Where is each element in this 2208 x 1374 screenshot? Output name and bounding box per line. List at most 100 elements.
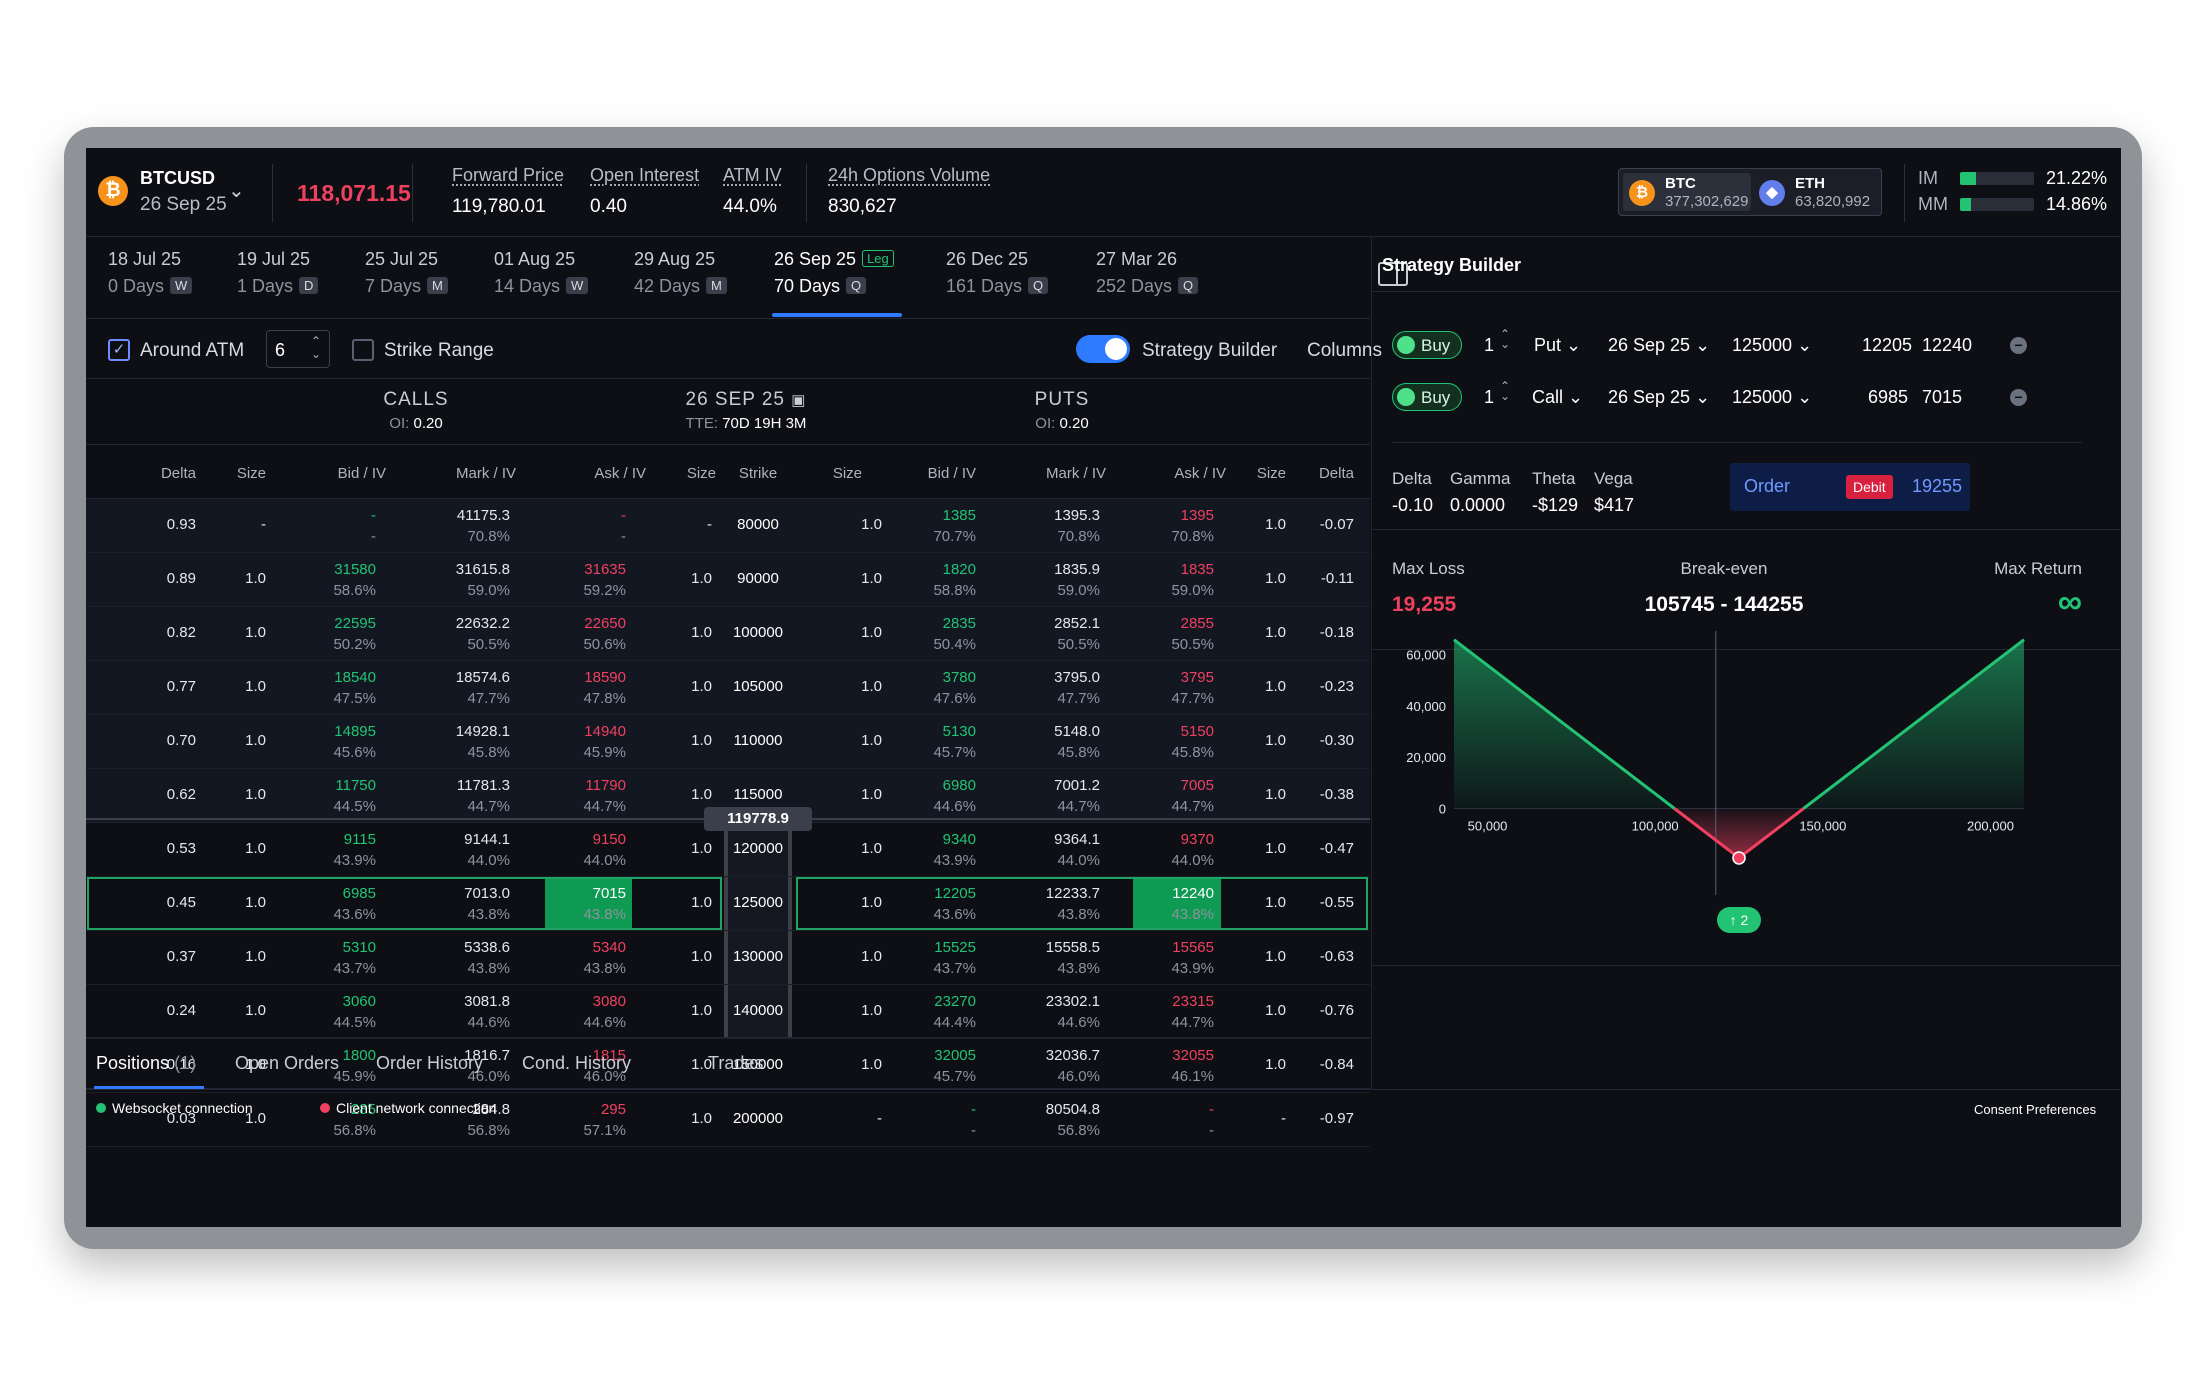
col-put-mark[interactable]: Mark / IV (1045, 465, 1106, 482)
leg-strike-select[interactable]: 125000 ⌄ (1732, 335, 1813, 355)
col-strike[interactable]: Strike (738, 465, 778, 482)
table-row[interactable]: 0.70 1.0 14895 45.6% 14928.1 45.8% 14940 45.9% 1… (86, 715, 1370, 769)
col-call-bid-size[interactable]: Size (236, 465, 266, 482)
tab-order-history[interactable]: Order History (376, 1053, 484, 1073)
tab-cond-history[interactable]: Cond. History (522, 1053, 632, 1073)
table-row[interactable]: 0.89 1.0 31580 58.6% 31615.8 59.0% 31635 59.2% 1… (86, 553, 1370, 607)
calendar-icon[interactable]: ▣ (791, 392, 807, 409)
cell-p-bid[interactable]: 1385 70.7% (886, 505, 976, 547)
cell-c-bid[interactable]: 5310 43.7% (286, 937, 376, 979)
table-row[interactable]: 0.37 1.0 5310 43.7% 5338.6 43.8% 5340 43.8% 1.0 1… (86, 931, 1370, 985)
cell-c-bid[interactable]: 3060 44.5% (286, 991, 376, 1033)
cell-c-ask[interactable]: 1815 46.0% (546, 1045, 626, 1087)
expiry-tab[interactable]: 27 Mar 26 252 Days Q (1096, 249, 1199, 297)
remove-leg-icon[interactable]: − (2010, 337, 2027, 354)
qty-stepper-icon[interactable]: ⌃ ⌄ (1500, 327, 1511, 351)
cell-c-bid[interactable]: 31580 58.6% (286, 559, 376, 601)
cell-p-ask[interactable]: 1835 59.0% (1126, 559, 1214, 601)
expiry-tab[interactable]: 29 Aug 25 42 Days M (634, 249, 727, 297)
cell-c-bid[interactable]: 18540 47.5% (286, 667, 376, 709)
col-call-ask-size[interactable]: Size (686, 465, 716, 482)
cell-c-ask[interactable]: 11790 44.7% (546, 775, 626, 817)
tab-open-orders[interactable]: Open Orders (235, 1053, 340, 1073)
cell-c-bid[interactable]: 9115 43.9% (286, 829, 376, 871)
cell-c-ask[interactable]: 14940 45.9% (546, 721, 626, 763)
cell-p-bid[interactable]: 9340 43.9% (886, 829, 976, 871)
cell-c-ask[interactable]: 295 57.1% (546, 1099, 626, 1141)
cell-p-ask[interactable]: 3795 47.7% (1126, 667, 1214, 709)
table-row[interactable]: 0.24 1.0 3060 44.5% 3081.8 44.6% 3080 44.6% 1.0 1… (86, 985, 1370, 1039)
atm-count-stepper[interactable]: 6 ⌃ ⌄ (266, 330, 330, 368)
buy-toggle[interactable]: Buy (1392, 331, 1462, 359)
consent-preferences-link[interactable]: Consent Preferences (1974, 1102, 2097, 1117)
expiry-tab[interactable]: 25 Jul 25 7 Days M (365, 249, 448, 297)
tab-trades[interactable]: Trades (708, 1053, 764, 1073)
cell-p-ask[interactable]: 5150 45.8% (1126, 721, 1214, 763)
cell-p-bid[interactable]: 15525 43.7% (886, 937, 976, 979)
leg-strike-select[interactable]: 125000 ⌄ (1732, 387, 1813, 407)
cell-c-bid[interactable]: 22595 50.2% (286, 613, 376, 655)
col-call-mark[interactable]: Mark / IV (455, 465, 516, 482)
cell-p-bid[interactable]: 5130 45.7% (886, 721, 976, 763)
table-row[interactable]: 0.82 1.0 22595 50.2% 22632.2 50.5% 22650 50.6% 1… (86, 607, 1370, 661)
cell-p-bid[interactable]: 3780 47.6% (886, 667, 976, 709)
cell-p-ask[interactable]: 15565 43.9% (1126, 937, 1214, 979)
leg-expiry-select[interactable]: 26 Sep 25 ⌄ (1608, 335, 1711, 355)
cell-c-bid[interactable]: 14895 45.6% (286, 721, 376, 763)
col-put-ask[interactable]: Ask / IV (1174, 465, 1226, 482)
cell-c-bid[interactable]: 1800 45.9% (286, 1045, 376, 1087)
symbol-name[interactable]: BTCUSD (140, 168, 215, 188)
cell-c-ask[interactable]: 3080 44.6% (546, 991, 626, 1033)
stepper-arrows-icon[interactable]: ⌃ ⌄ (310, 334, 321, 361)
cell-p-bid[interactable]: 2835 50.4% (886, 613, 976, 655)
strategy-builder-toggle[interactable] (1076, 335, 1130, 363)
around-atm-checkbox[interactable]: ✓ (108, 339, 130, 361)
cell-c-ask[interactable]: -- (546, 505, 626, 547)
table-row[interactable]: 0.16 1.0 1800 45.9% 1816.7 46.0% 1815 46.0% 1.0 1… (86, 1039, 1370, 1093)
table-row[interactable]: 0.77 1.0 18540 47.5% 18574.6 47.7% 18590 47.8% 1… (86, 661, 1370, 715)
cell-p-ask[interactable]: 9370 44.0% (1126, 829, 1214, 871)
col-call-delta[interactable]: Delta (160, 465, 196, 482)
coin-btc[interactable]: ₿ BTC 377,302,629 (1623, 173, 1751, 211)
leg-qty[interactable]: 1 (1484, 387, 1495, 407)
leg-type-select[interactable]: Put ⌄ (1534, 335, 1582, 355)
panel-toggle-icon[interactable] (1378, 262, 1408, 286)
qty-stepper-icon[interactable]: ⌃ ⌄ (1500, 379, 1511, 403)
expiry-tab[interactable]: 01 Aug 25 14 Days W (494, 249, 589, 297)
cell-c-bid[interactable]: 6985 43.6% (286, 883, 376, 925)
expiry-tab[interactable]: 19 Jul 25 1 Days D (237, 249, 319, 297)
table-row[interactable]: 0.45 1.0 6985 43.6% 7013.0 43.8% 7015 43.8% 1.0 1… (86, 877, 1370, 931)
strike-range-checkbox[interactable] (352, 339, 374, 361)
cell-c-ask[interactable]: 31635 59.2% (546, 559, 626, 601)
cell-p-ask[interactable]: 2855 50.5% (1126, 613, 1214, 655)
cell-c-bid[interactable]: 11750 44.5% (286, 775, 376, 817)
buy-toggle[interactable]: Buy (1392, 383, 1462, 411)
cell-c-ask[interactable]: 9150 44.0% (546, 829, 626, 871)
cell-c-bid[interactable]: -- (286, 505, 376, 547)
leg-qty[interactable]: 1 (1484, 335, 1495, 355)
leg-type-select[interactable]: Call ⌄ (1532, 387, 1584, 407)
expiry-tab[interactable]: 26 Dec 25 161 Days Q (946, 249, 1049, 297)
col-put-bid-size[interactable]: Size (832, 465, 862, 482)
selected-call-ask[interactable] (545, 877, 632, 930)
table-row[interactable]: 0.53 1.0 9115 43.9% 9144.1 44.0% 9150 44.0% 1.0 1… (86, 823, 1370, 877)
cell-p-ask[interactable]: 23315 44.7% (1126, 991, 1214, 1033)
col-put-delta[interactable]: Delta (1318, 465, 1354, 482)
columns-button[interactable]: Columns (1307, 340, 1382, 361)
cell-p-bid[interactable]: 1820 58.8% (886, 559, 976, 601)
cell-p-ask[interactable]: 32055 46.1% (1126, 1045, 1214, 1087)
col-put-ask-size[interactable]: Size (1256, 465, 1286, 482)
expiry-tab[interactable]: 18 Jul 25 0 Days W (108, 249, 193, 297)
remove-leg-icon[interactable]: − (2010, 389, 2027, 406)
chevron-down-icon[interactable]: ⌄ (228, 180, 245, 202)
cell-p-ask[interactable]: 12240 43.8% (1126, 883, 1214, 925)
expiry-tab-active[interactable]: 26 Sep 25 Leg 70 Days Q (774, 249, 894, 297)
cell-p-bid[interactable]: 6980 44.6% (886, 775, 976, 817)
cell-p-bid[interactable]: -- (886, 1099, 976, 1141)
tab-positions[interactable]: Positions (1) (96, 1053, 196, 1074)
leg-expiry-select[interactable]: 26 Sep 25 ⌄ (1608, 387, 1711, 407)
cell-c-ask[interactable]: 5340 43.8% (546, 937, 626, 979)
table-row[interactable]: 0.03 1.0 285 56.8% 284.8 56.8% 295 57.1% 1.0- - -8… (86, 1093, 1370, 1147)
cell-p-bid[interactable]: 12205 43.6% (886, 883, 976, 925)
coin-eth[interactable]: ◆ ETH 63,820,992 (1753, 173, 1879, 211)
